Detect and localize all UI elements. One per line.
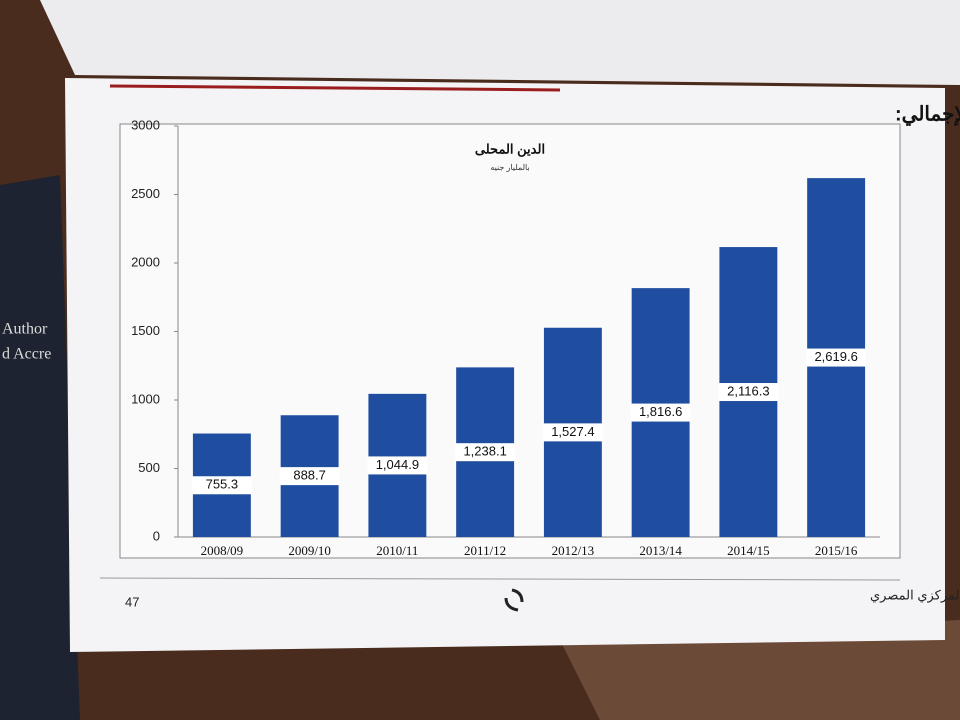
x-tick-label: 2008/09 [201,543,244,558]
x-tick-label: 2015/16 [815,543,858,558]
value-label: 888.7 [293,468,326,483]
y-tick-label: 2000 [131,254,160,269]
chart-subtitle: بالمليار جنيه [490,163,529,172]
value-label-box [542,423,603,442]
y-tick-label: 3000 [131,117,160,132]
value-label: 1,044.9 [376,457,419,472]
value-label: 2,116.3 [727,383,769,398]
value-label-box [718,383,779,402]
page-number: 47 [125,594,139,609]
value-label-box [367,456,428,475]
value-label: 1,527.4 [551,424,594,439]
value-label-box [630,403,691,422]
value-label-box [279,467,340,486]
y-tick-label: 1500 [131,323,160,338]
chart-title: الدين المحلى [475,141,545,157]
table-edge [560,620,960,720]
y-tick-label: 500 [138,460,160,475]
logo [504,588,524,612]
x-tick-label: 2013/14 [639,543,682,558]
value-label: 1,816.6 [639,404,682,419]
x-tick-label: 2014/15 [727,543,770,558]
value-label-box [191,476,252,495]
page-footer: البنك المركزي المصري [870,587,960,603]
value-label: 2,619.6 [814,349,857,364]
y-tick-label: 0 [153,528,160,543]
footer-rule [99,577,901,581]
book-text: Author [2,321,48,338]
upper-page [40,0,960,85]
y-tick-label: 1000 [131,391,160,406]
value-label: 755.3 [206,477,239,492]
x-tick-label: 2011/12 [464,543,506,558]
y-tick-label: 2500 [131,186,160,201]
book-text: d Accre [2,346,51,363]
x-tick-label: 2009/10 [288,543,331,558]
page-heading: الدين العام المحلى ونسبته الى الناتج الم… [895,103,960,126]
value-label-box [806,348,867,367]
book [0,175,80,720]
header-rule [109,84,561,92]
x-tick-label: 2010/11 [376,543,418,558]
value-label-box [455,443,516,462]
value-label: 1,238.1 [463,444,506,459]
x-tick-label: 2012/13 [552,543,595,558]
